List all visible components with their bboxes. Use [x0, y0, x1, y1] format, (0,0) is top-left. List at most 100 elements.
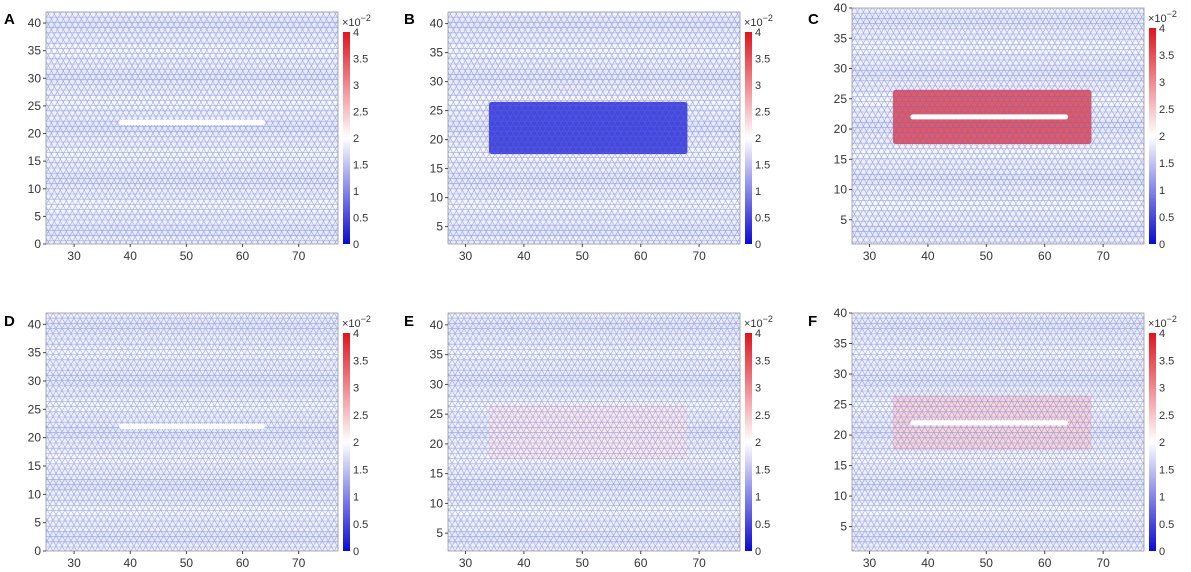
colorbar-gradient [745, 333, 752, 551]
x-tick-label: 70 [292, 556, 306, 570]
colorbar-tick-label: 0 [755, 546, 761, 558]
y-tick-label: 30 [430, 377, 444, 391]
colorbar-tick-label: 2 [353, 437, 359, 449]
panel-f: F30 40 50 60 70510152025303540×10−243.532.52… [808, 306, 1177, 570]
colorbar-tick-label: 4 [353, 27, 359, 39]
colorbar-tick-label: 4 [1159, 328, 1165, 340]
panel-c: C30 40 50 60 70510152025303540×10−243.532.52… [808, 1, 1177, 263]
colorbar-tick-label: 1 [353, 186, 359, 198]
colorbar-tick-label: 3 [1159, 383, 1165, 395]
colorbar-tick-label: 2 [1159, 131, 1165, 143]
colorbar: ×10−24 3.5 3 2.5 2 1.5 1 0.5 0 [342, 13, 371, 251]
colorbar-multiplier: ×10−2 [342, 13, 371, 29]
colorbar-tick-label: 0 [353, 546, 359, 558]
colorbar-tick-label: 2 [755, 437, 761, 449]
colorbar-multiplier: ×10−2 [744, 314, 773, 330]
y-tick-label: 35 [430, 46, 444, 60]
y-tick-label: 10 [28, 182, 42, 196]
colorbar-gradient [343, 32, 350, 244]
colorbar: ×10−24 3.5 3 2.5 2 1.5 1 0.5 0 [744, 13, 773, 251]
x-tick-label: 40 [517, 249, 531, 263]
y-tick-label: 35 [834, 337, 848, 351]
y-tick-label: 15 [28, 154, 42, 168]
panel-label: D [4, 313, 15, 330]
colorbar-tick-label: 0.5 [1159, 519, 1174, 531]
x-tick-label: 60 [1038, 249, 1052, 263]
x-tick-label: 50 [180, 249, 194, 263]
y-tick-label: 20 [834, 122, 848, 136]
colorbar-tick-label: 3.5 [353, 54, 368, 66]
y-tick-label: 20 [430, 437, 444, 451]
y-tick-label: 40 [430, 318, 444, 332]
y-tick-label: 0 [34, 237, 41, 251]
y-tick-label: 0 [34, 544, 41, 558]
y-tick-label: 30 [28, 374, 42, 388]
x-tick-label: 50 [576, 249, 590, 263]
colorbar-tick-label: 0 [353, 239, 359, 251]
y-tick-label: 15 [28, 459, 42, 473]
colorbar-tick-label: 1 [1159, 492, 1165, 504]
panel-label: B [404, 11, 415, 28]
colorbar-tick-label: 3.5 [755, 54, 770, 66]
colorbar-tick-label: 2 [1159, 437, 1165, 449]
colorbar-gradient [343, 333, 350, 551]
colorbar-tick-label: 2 [755, 133, 761, 145]
y-tick-label: 40 [834, 306, 848, 320]
y-tick-label: 20 [28, 127, 42, 141]
colorbar-tick-label: 1 [755, 492, 761, 504]
colorbar-tick-label: 2.5 [755, 410, 770, 422]
colorbar: ×10−24 3.5 3 2.5 2 1.5 1 0.5 0 [1148, 9, 1177, 251]
colorbar: ×10−24 3.5 3 2.5 2 1.5 1 0.5 0 [342, 314, 371, 558]
y-tick-label: 15 [430, 467, 444, 481]
y-tick-label: 15 [430, 162, 444, 176]
x-tick-label: 60 [1038, 556, 1052, 570]
y-tick-label: 35 [28, 44, 42, 58]
y-tick-label: 10 [430, 496, 444, 510]
y-tick-label: 5 [436, 526, 443, 540]
colorbar-tick-label: 1 [1159, 185, 1165, 197]
colorbar-tick-label: 3 [755, 383, 761, 395]
y-tick-label: 20 [430, 133, 444, 147]
colorbar: ×10−24 3.5 3 2.5 2 1.5 1 0.5 0 [1148, 314, 1177, 558]
colorbar-gradient [1149, 28, 1156, 244]
x-tick-label: 30 [67, 556, 81, 570]
colorbar-tick-label: 3 [755, 80, 761, 92]
colorbar-tick-label: 0.5 [353, 213, 368, 225]
x-tick-label: 40 [517, 556, 531, 570]
region-block [488, 405, 688, 459]
y-tick-label: 25 [430, 104, 444, 118]
crack-line [910, 420, 1069, 426]
colorbar-tick-label: 2.5 [1159, 410, 1174, 422]
y-tick-label: 35 [28, 346, 42, 360]
x-tick-label: 60 [236, 556, 250, 570]
y-tick-label: 30 [28, 71, 42, 85]
colorbar-tick-label: 0.5 [353, 519, 368, 531]
colorbar-tick-label: 0.5 [755, 213, 770, 225]
colorbar-tick-label: 1.5 [353, 464, 368, 476]
y-tick-label: 35 [834, 31, 848, 45]
y-tick-label: 25 [430, 407, 444, 421]
colorbar: ×10−24 3.5 3 2.5 2 1.5 1 0.5 0 [744, 314, 773, 558]
y-tick-label: 25 [834, 398, 848, 412]
y-tick-label: 15 [834, 152, 848, 166]
y-tick-label: 5 [34, 209, 41, 223]
panel-label: F [808, 313, 817, 330]
y-tick-label: 40 [834, 1, 848, 15]
colorbar-tick-label: 0.5 [755, 519, 770, 531]
colorbar-tick-label: 3 [353, 80, 359, 92]
panel-label: C [808, 11, 819, 28]
lattice-field [852, 313, 1144, 551]
x-tick-label: 60 [236, 249, 250, 263]
x-tick-label: 70 [1096, 249, 1110, 263]
colorbar-tick-label: 2.5 [353, 410, 368, 422]
colorbar-multiplier: ×10−2 [1148, 9, 1177, 25]
x-tick-label: 50 [980, 249, 994, 263]
colorbar-tick-label: 1 [353, 492, 359, 504]
x-tick-label: 70 [292, 249, 306, 263]
colorbar-tick-label: 3.5 [1159, 50, 1174, 62]
colorbar-multiplier: ×10−2 [342, 314, 371, 330]
